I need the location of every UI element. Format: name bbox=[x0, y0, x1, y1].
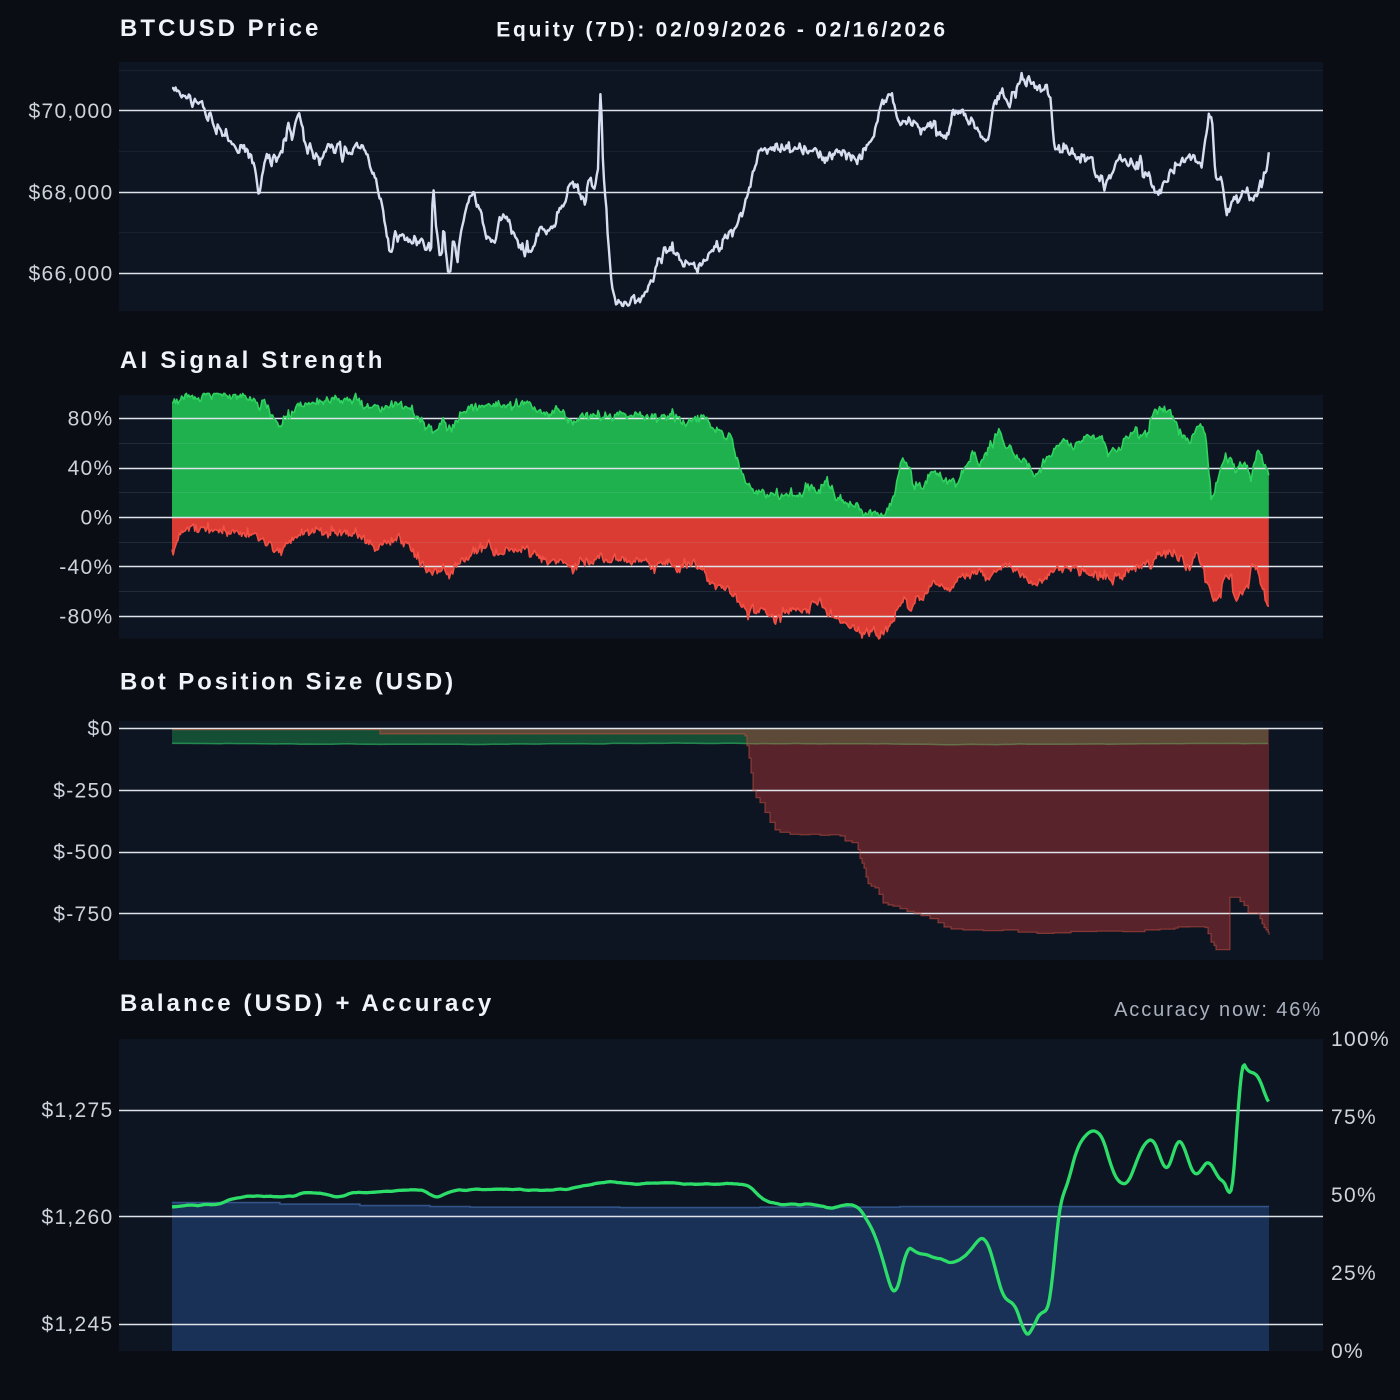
svg-text:$68,000: $68,000 bbox=[28, 181, 113, 204]
svg-text:$70,000: $70,000 bbox=[28, 100, 113, 123]
svg-text:$66,000: $66,000 bbox=[28, 263, 113, 286]
svg-text:0%: 0% bbox=[1331, 1340, 1364, 1363]
svg-text:$0: $0 bbox=[88, 718, 114, 741]
svg-text:Bot Position Size (USD): Bot Position Size (USD) bbox=[120, 669, 456, 696]
svg-text:BTCUSD Price: BTCUSD Price bbox=[120, 15, 321, 42]
svg-text:75%: 75% bbox=[1331, 1106, 1377, 1129]
svg-text:Balance (USD) + Accuracy: Balance (USD) + Accuracy bbox=[120, 990, 494, 1017]
svg-text:$-750: $-750 bbox=[53, 903, 113, 926]
svg-text:50%: 50% bbox=[1331, 1184, 1377, 1207]
svg-text:$-250: $-250 bbox=[53, 779, 113, 802]
svg-text:80%: 80% bbox=[68, 408, 114, 431]
svg-text:0%: 0% bbox=[81, 507, 114, 530]
svg-text:$1,260: $1,260 bbox=[41, 1206, 113, 1229]
svg-text:$-500: $-500 bbox=[53, 841, 113, 864]
svg-text:100%: 100% bbox=[1331, 1028, 1390, 1051]
svg-text:-80%: -80% bbox=[59, 605, 113, 628]
svg-text:Equity (7D): 02/09/2026 - 02/1: Equity (7D): 02/09/2026 - 02/16/2026 bbox=[496, 19, 948, 42]
svg-text:40%: 40% bbox=[68, 457, 114, 480]
svg-text:25%: 25% bbox=[1331, 1262, 1377, 1285]
svg-text:$1,245: $1,245 bbox=[41, 1313, 113, 1336]
svg-text:-40%: -40% bbox=[59, 556, 113, 579]
svg-text:$1,275: $1,275 bbox=[41, 1099, 113, 1122]
svg-text:Accuracy now: 46%: Accuracy now: 46% bbox=[1114, 999, 1322, 1021]
svg-text:AI Signal Strength: AI Signal Strength bbox=[120, 347, 386, 374]
